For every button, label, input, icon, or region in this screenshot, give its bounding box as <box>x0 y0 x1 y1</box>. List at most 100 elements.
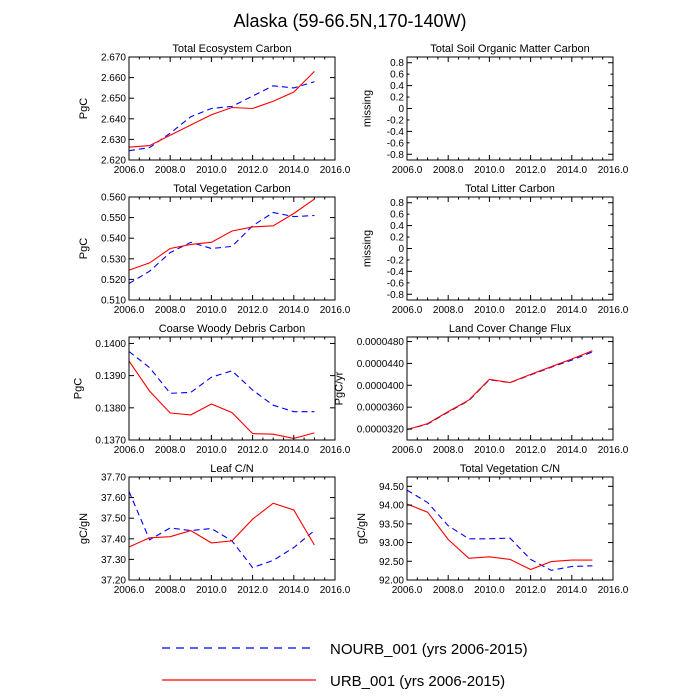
leaf-c-n-xtick-label: 2012.0 <box>237 585 268 596</box>
total-soil-organic-matter-carbon-xtick-label: 2014.0 <box>557 165 588 176</box>
total-litter-carbon-xtick-label: 2008.0 <box>433 305 464 316</box>
total-litter-carbon-xtick-label: 2016.0 <box>598 305 629 316</box>
leaf-c-n-ytick-label: 37.40 <box>101 534 126 545</box>
total-ecosystem-carbon-xtick-label: 2016.0 <box>320 165 351 176</box>
coarse-woody-debris-carbon-ylabel: PgC <box>72 378 84 399</box>
land-cover-change-flux-xtick-label: 2010.0 <box>474 445 505 456</box>
total-soil-organic-matter-carbon-ytick-minor-label: 0.2 <box>390 93 404 104</box>
total-ecosystem-carbon-xtick-label: 2010.0 <box>196 165 227 176</box>
total-ecosystem-carbon-ytick-label: 2.640 <box>101 114 126 125</box>
coarse-woody-debris-carbon-series-nourb-001 <box>128 351 315 413</box>
total-soil-organic-matter-carbon-xtick-label: 2008.0 <box>433 165 464 176</box>
legend-nourb-label: NOURB_001 (yrs 2006-2015) <box>330 641 528 658</box>
total-soil-organic-matter-carbon-plot-frame <box>406 56 614 161</box>
land-cover-change-flux-title: Land Cover Change Flux <box>449 323 572 335</box>
total-litter-carbon-ytick-label: -0.4 <box>387 267 405 278</box>
total-vegetation-c-n-ytick-label: 94.50 <box>379 482 404 493</box>
total-vegetation-carbon-plot-frame <box>128 196 336 301</box>
total-vegetation-carbon-title: Total Vegetation Carbon <box>173 183 290 195</box>
total-vegetation-carbon-ytick-label: 0.530 <box>101 254 126 265</box>
panel-total-soil-organic-matter-carbon: Total Soil Organic Matter Carbon 2006.0 20… <box>362 43 629 176</box>
leaf-c-n-xtick-label: 2006.0 <box>114 585 145 596</box>
leaf-c-n-xtick-label: 2014.0 <box>279 585 310 596</box>
panel-total-litter-carbon: Total Litter Carbon 2006.0 2008.0 2010.0 201… <box>362 183 629 316</box>
panel-total-ecosystem-carbon: Total Ecosystem Carbon 2006.0 2008.0 2010.0… <box>78 43 351 176</box>
leaf-c-n-xtick-label: 2008.0 <box>155 585 186 596</box>
total-vegetation-c-n-xtick-label: 2010.0 <box>474 585 505 596</box>
total-litter-carbon-xtick-label: 2010.0 <box>474 305 505 316</box>
legend-urb-label: URB_001 (yrs 2006-2015) <box>330 673 505 690</box>
total-litter-carbon-ytick-label: 0 <box>398 244 404 255</box>
total-vegetation-carbon-ytick-label: 0.520 <box>101 275 126 286</box>
total-litter-carbon-ytick-minor-label: -0.2 <box>387 255 405 266</box>
total-litter-carbon-xtick-label: 2014.0 <box>557 305 588 316</box>
total-vegetation-c-n-ytick-label: 93.00 <box>379 538 404 549</box>
coarse-woody-debris-carbon-xtick-label: 2006.0 <box>114 445 145 456</box>
total-vegetation-c-n-xtick-label: 2006.0 <box>392 585 423 596</box>
total-soil-organic-matter-carbon-ytick-label: 0.8 <box>390 58 404 69</box>
total-litter-carbon-xtick-label: 2012.0 <box>515 305 546 316</box>
total-vegetation-c-n-ytick-label: 94.00 <box>379 501 404 512</box>
total-litter-carbon-xtick-label: 2006.0 <box>392 305 423 316</box>
total-ecosystem-carbon-ylabel: PgC <box>78 98 90 119</box>
leaf-c-n-series-urb-001 <box>128 502 315 548</box>
total-litter-carbon-title: Total Litter Carbon <box>465 183 555 195</box>
total-soil-organic-matter-carbon-ytick-minor-label: -0.6 <box>387 138 405 149</box>
total-vegetation-c-n-xtick-label: 2012.0 <box>515 585 546 596</box>
total-vegetation-c-n-ytick-label: 92.50 <box>379 557 404 568</box>
coarse-woody-debris-carbon-xtick-label: 2008.0 <box>155 445 186 456</box>
total-ecosystem-carbon-ytick-label: 2.650 <box>101 94 126 105</box>
total-soil-organic-matter-carbon-ytick-label: 0 <box>398 104 404 115</box>
land-cover-change-flux-ytick-label: 0.0000360 <box>357 403 405 414</box>
coarse-woody-debris-carbon-ytick-label: 0.1390 <box>95 371 126 382</box>
figure-title: Alaska (59-66.5N,170-140W) <box>233 11 466 31</box>
total-litter-carbon-ytick-minor-label: 0.2 <box>390 233 404 244</box>
leaf-c-n-ytick-label: 37.30 <box>101 555 126 566</box>
total-soil-organic-matter-carbon-ytick-minor-label: -0.2 <box>387 115 405 126</box>
land-cover-change-flux-xtick-label: 2006.0 <box>392 445 423 456</box>
total-vegetation-c-n-ytick-label: 93.50 <box>379 519 404 530</box>
total-vegetation-carbon-xtick-label: 2010.0 <box>196 305 227 316</box>
total-soil-organic-matter-carbon-title: Total Soil Organic Matter Carbon <box>430 43 590 55</box>
total-vegetation-c-n-plot-frame <box>406 476 614 581</box>
coarse-woody-debris-carbon-ytick-label: 0.1400 <box>95 339 126 350</box>
land-cover-change-flux-series-nourb-001 <box>406 351 593 431</box>
total-soil-organic-matter-carbon-xtick-label: 2012.0 <box>515 165 546 176</box>
total-litter-carbon-plot-frame <box>406 196 614 301</box>
leaf-c-n-ytick-label: 37.20 <box>101 576 126 587</box>
total-ecosystem-carbon-series-urb-001 <box>128 71 315 148</box>
total-vegetation-c-n-xtick-label: 2008.0 <box>433 585 464 596</box>
total-ecosystem-carbon-xtick-label: 2014.0 <box>279 165 310 176</box>
total-ecosystem-carbon-xtick-label: 2008.0 <box>155 165 186 176</box>
total-ecosystem-carbon-title: Total Ecosystem Carbon <box>172 43 291 55</box>
coarse-woody-debris-carbon-ytick-label: 0.1380 <box>95 403 126 414</box>
total-soil-organic-matter-carbon-xtick-label: 2016.0 <box>598 165 629 176</box>
total-soil-organic-matter-carbon-ylabel: missing <box>362 90 374 127</box>
total-vegetation-c-n-ylabel: gC/gN <box>356 513 368 544</box>
coarse-woody-debris-carbon-title: Coarse Woody Debris Carbon <box>159 323 306 335</box>
total-vegetation-carbon-xtick-label: 2008.0 <box>155 305 186 316</box>
coarse-woody-debris-carbon-xtick-label: 2014.0 <box>279 445 310 456</box>
total-vegetation-carbon-ytick-label: 0.560 <box>101 193 126 204</box>
total-ecosystem-carbon-series-nourb-001 <box>128 81 315 152</box>
panel-leaf-c-n: Leaf C/N 2006.0 2008.0 2010.0 2012.0 2014.0 20… <box>78 463 351 596</box>
panel-coarse-woody-debris-carbon: Coarse Woody Debris Carbon 2006.0 2008.0 20… <box>72 323 350 456</box>
land-cover-change-flux-series-urb-001 <box>406 350 593 431</box>
panel-total-vegetation-c-n: Total Vegetation C/N 2006.0 2008.0 2010.0 20… <box>356 463 629 596</box>
total-vegetation-c-n-ytick-label: 92.00 <box>379 576 404 587</box>
leaf-c-n-title: Leaf C/N <box>210 463 253 475</box>
leaf-c-n-ytick-label: 37.60 <box>101 493 126 504</box>
coarse-woody-debris-carbon-plot-frame <box>128 336 336 441</box>
land-cover-change-flux-xtick-label: 2008.0 <box>433 445 464 456</box>
coarse-woody-debris-carbon-xtick-label: 2016.0 <box>320 445 351 456</box>
total-litter-carbon-ytick-label: 0.4 <box>390 221 404 232</box>
total-litter-carbon-ytick-label: 0.8 <box>390 198 404 209</box>
leaf-c-n-ylabel: gC/gN <box>78 513 90 544</box>
total-soil-organic-matter-carbon-ytick-label: 0.4 <box>390 81 404 92</box>
land-cover-change-flux-ytick-label: 0.0000320 <box>357 425 405 436</box>
total-vegetation-carbon-series-nourb-001 <box>128 211 315 284</box>
leaf-c-n-xtick-label: 2010.0 <box>196 585 227 596</box>
land-cover-change-flux-xtick-label: 2016.0 <box>598 445 629 456</box>
land-cover-change-flux-ytick-label: 0.0000400 <box>357 381 405 392</box>
